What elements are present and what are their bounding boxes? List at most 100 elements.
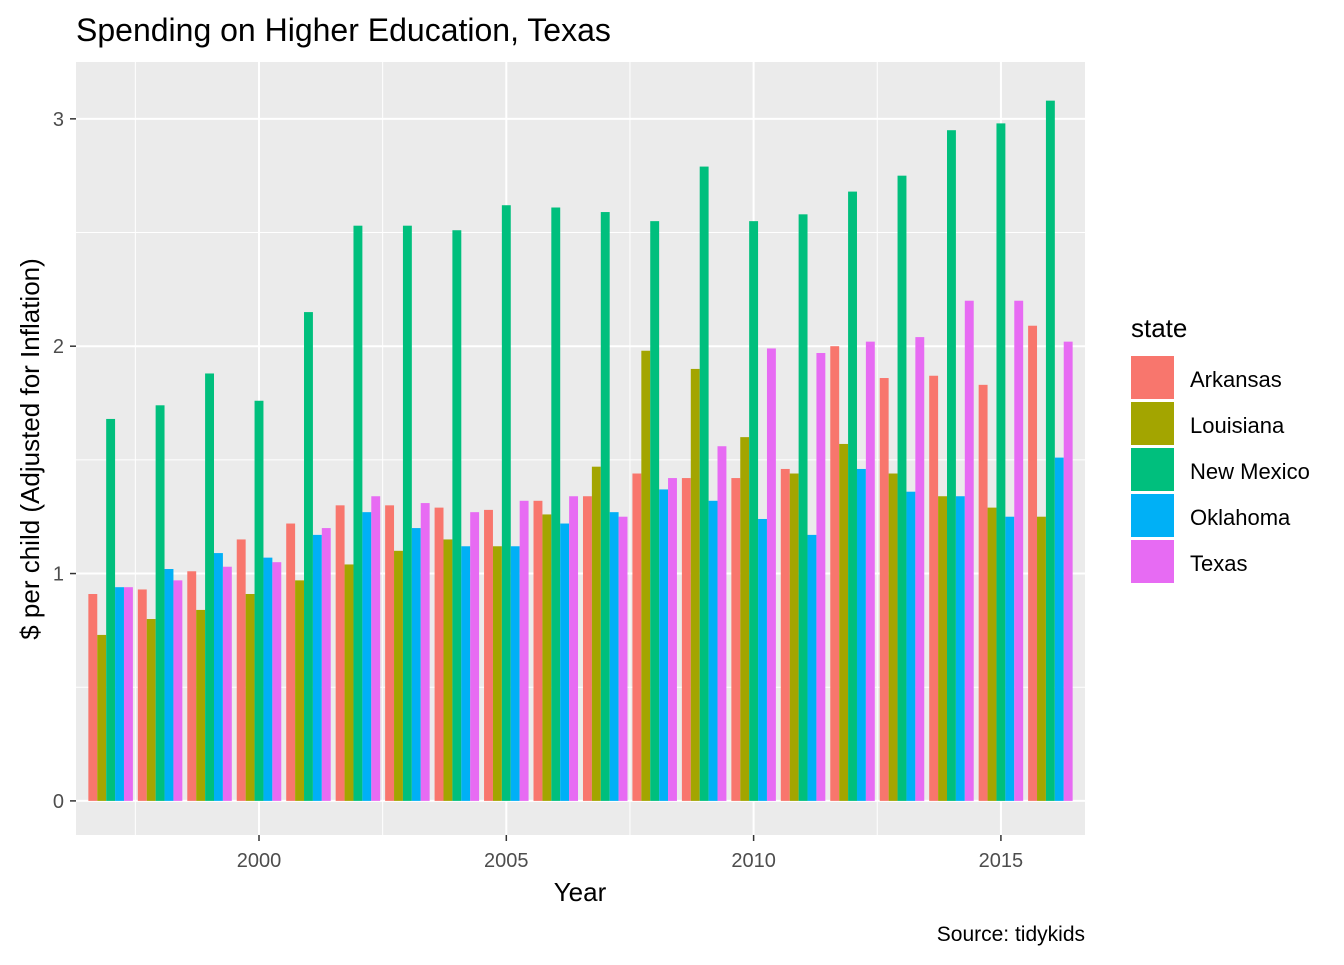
bar-louisiana-1999 xyxy=(196,609,206,801)
bar-arkansas-2011 xyxy=(780,468,790,801)
bar-louisiana-2005 xyxy=(492,546,502,801)
legend-label: Texas xyxy=(1190,551,1247,576)
bar-louisiana-2011 xyxy=(789,473,799,801)
bar-oklahoma-1997 xyxy=(115,587,124,801)
bar-texas-2008 xyxy=(668,478,677,801)
legend-title: state xyxy=(1131,313,1187,343)
bar-oklahoma-2007 xyxy=(609,512,619,801)
bar-new-mexico-2004 xyxy=(452,230,462,801)
bar-new-mexico-2016 xyxy=(1045,100,1055,801)
bar-oklahoma-2012 xyxy=(856,468,866,801)
bar-new-mexico-2000 xyxy=(254,400,264,801)
legend-key xyxy=(1131,494,1174,537)
legend-item-louisiana: Louisiana xyxy=(1131,402,1285,445)
bar-arkansas-2002 xyxy=(335,505,345,801)
bar-texas-2007 xyxy=(618,516,628,801)
bar-new-mexico-2001 xyxy=(304,312,313,801)
bar-oklahoma-1999 xyxy=(213,553,223,801)
bar-oklahoma-2016 xyxy=(1054,457,1064,801)
bar-texas-2011 xyxy=(816,353,826,801)
bar-new-mexico-1999 xyxy=(205,373,214,801)
bar-texas-2010 xyxy=(766,348,776,801)
legend-key xyxy=(1131,448,1174,491)
bar-louisiana-1997 xyxy=(97,634,107,801)
bar-texas-1997 xyxy=(123,587,133,801)
bar-texas-1998 xyxy=(173,580,183,801)
legend-key xyxy=(1131,402,1174,445)
bar-new-mexico-2014 xyxy=(947,130,956,801)
bar-new-mexico-1997 xyxy=(106,418,116,801)
bar-texas-2000 xyxy=(272,562,282,801)
bar-oklahoma-2013 xyxy=(906,491,916,801)
bar-louisiana-2000 xyxy=(245,594,255,801)
bar-arkansas-1997 xyxy=(88,594,98,801)
bar-texas-2005 xyxy=(519,500,529,801)
bar-louisiana-2002 xyxy=(344,564,354,801)
bar-texas-2003 xyxy=(420,503,430,801)
bar-new-mexico-1998 xyxy=(155,405,165,801)
bar-louisiana-2014 xyxy=(938,496,948,801)
y-tick-label: 2 xyxy=(53,336,64,358)
bar-new-mexico-2011 xyxy=(798,214,808,801)
bar-louisiana-2006 xyxy=(542,514,552,801)
bar-louisiana-2004 xyxy=(443,539,453,801)
bar-arkansas-2006 xyxy=(533,500,543,801)
bar-arkansas-2016 xyxy=(1028,325,1038,801)
x-axis-ticks: 2000 2005 2010 2015 xyxy=(237,835,1023,872)
bar-new-mexico-2002 xyxy=(353,225,363,801)
bar-new-mexico-2012 xyxy=(848,191,857,801)
y-axis-ticks: 0 1 2 3 xyxy=(53,109,76,813)
bar-new-mexico-2005 xyxy=(501,205,511,801)
bar-new-mexico-2007 xyxy=(600,212,610,801)
bar-louisiana-2008 xyxy=(641,350,651,801)
bar-arkansas-2012 xyxy=(830,346,840,801)
bar-louisiana-2003 xyxy=(394,550,403,801)
bar-texas-2006 xyxy=(569,496,579,801)
bar-texas-2002 xyxy=(371,496,381,801)
bar-texas-2013 xyxy=(915,337,925,801)
bar-arkansas-1998 xyxy=(137,589,147,801)
bar-oklahoma-2010 xyxy=(758,518,767,801)
bar-oklahoma-2000 xyxy=(263,557,273,801)
x-tick-label: 2015 xyxy=(979,850,1024,872)
bar-oklahoma-2003 xyxy=(411,528,421,801)
caption: Source: tidykids xyxy=(937,923,1085,946)
x-axis-label: Year xyxy=(554,877,607,907)
bar-arkansas-2009 xyxy=(681,478,691,801)
bar-new-mexico-2010 xyxy=(749,221,759,801)
bar-arkansas-2005 xyxy=(484,509,493,801)
bar-oklahoma-2009 xyxy=(708,500,718,801)
bar-texas-2016 xyxy=(1063,341,1073,801)
y-tick-label: 0 xyxy=(53,791,64,813)
bar-louisiana-1998 xyxy=(146,619,156,801)
bar-oklahoma-2005 xyxy=(510,546,520,801)
y-axis-label: $ per child (Adjusted for Inflation) xyxy=(15,258,45,640)
bar-oklahoma-2006 xyxy=(560,523,570,801)
bar-texas-1999 xyxy=(222,566,232,801)
bar-arkansas-2013 xyxy=(879,378,889,801)
bar-oklahoma-2014 xyxy=(955,496,965,801)
bar-louisiana-2009 xyxy=(690,368,700,801)
bar-louisiana-2013 xyxy=(888,473,898,801)
bar-new-mexico-2003 xyxy=(402,225,412,801)
bar-texas-2014 xyxy=(964,300,974,801)
bar-arkansas-2007 xyxy=(582,496,592,801)
x-tick-label: 2005 xyxy=(484,850,529,872)
bar-oklahoma-2015 xyxy=(1005,516,1015,801)
bar-oklahoma-2002 xyxy=(362,512,372,801)
legend-item-texas: Texas xyxy=(1131,540,1247,583)
bar-oklahoma-2008 xyxy=(659,489,669,801)
y-tick-label: 1 xyxy=(53,564,64,586)
legend: state Arkansas Louisiana New Mexico Oklahom… xyxy=(1131,313,1310,583)
bar-oklahoma-1998 xyxy=(164,568,174,801)
bar-arkansas-2008 xyxy=(632,473,642,801)
bar-texas-2012 xyxy=(865,341,875,801)
bar-arkansas-2015 xyxy=(978,384,988,801)
legend-item-arkansas: Arkansas xyxy=(1131,356,1282,399)
bar-louisiana-2010 xyxy=(740,437,750,801)
bar-oklahoma-2004 xyxy=(461,546,471,801)
bar-texas-2001 xyxy=(321,528,331,801)
bar-new-mexico-2008 xyxy=(650,221,660,801)
bar-louisiana-2012 xyxy=(839,443,849,801)
bar-louisiana-2015 xyxy=(987,507,997,801)
